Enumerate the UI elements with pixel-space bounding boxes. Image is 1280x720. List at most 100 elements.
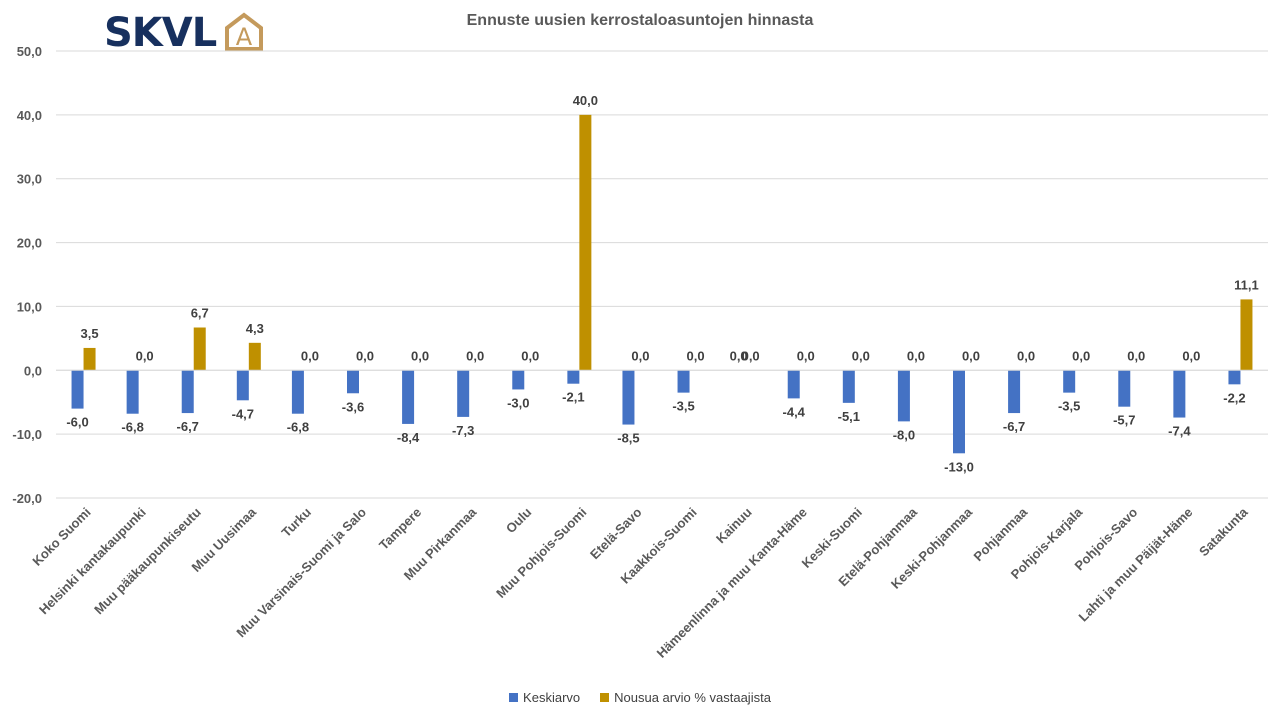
data-label: 0,0 xyxy=(631,348,649,363)
bar-chart: 50,0 40,0 30,0 20,0 10,0 0,0 -10,0 -20,0 -6,0 3,5… xyxy=(12,44,1268,661)
data-label: 0,0 xyxy=(730,348,748,363)
x-tick-label: Tampere xyxy=(376,505,424,553)
y-tick-label: 50,0 xyxy=(17,44,42,59)
bar-keskiarvo xyxy=(457,370,470,417)
data-label: -5,1 xyxy=(838,409,860,424)
data-label: 0,0 xyxy=(1182,348,1200,363)
bar-keskiarvo xyxy=(677,370,690,393)
bar-nousua xyxy=(579,114,592,371)
data-label: 0,0 xyxy=(907,348,925,363)
logo-text: SKVL xyxy=(104,10,217,56)
data-label: -3,6 xyxy=(342,399,364,414)
x-tick-label: Lahti ja muu Päijät-Häme xyxy=(1076,505,1196,625)
data-label: 0,0 xyxy=(521,348,539,363)
bars xyxy=(71,114,1253,454)
data-label: -3,5 xyxy=(672,399,694,414)
x-tick-label: Turku xyxy=(279,504,315,540)
legend-swatch xyxy=(600,693,610,702)
data-label: 0,0 xyxy=(356,348,374,363)
data-label: 0,0 xyxy=(1072,348,1090,363)
data-label: 0,0 xyxy=(411,348,429,363)
data-label: -8,5 xyxy=(617,431,639,446)
y-tick-label: 10,0 xyxy=(17,299,42,314)
legend-label: Keskiarvo xyxy=(523,690,581,705)
data-label: 0,0 xyxy=(962,348,980,363)
x-tick-label: Muu pääkaupunkiseutu xyxy=(91,504,204,617)
skvl-logo: SKVL A xyxy=(104,10,264,56)
x-tick-label: Satakunta xyxy=(1196,504,1251,559)
legend: Keskiarvo Nousua arvio % vastaajista xyxy=(0,690,1280,705)
data-label: 0,0 xyxy=(1017,348,1035,363)
data-label: 0,0 xyxy=(1127,348,1145,363)
data-label: -6,8 xyxy=(287,420,309,435)
data-label: -2,1 xyxy=(562,390,584,405)
bar-keskiarvo xyxy=(71,370,84,409)
data-label: 4,3 xyxy=(246,321,264,336)
logo-mark-letter: A xyxy=(236,23,253,51)
data-label: 11,1 xyxy=(1234,277,1259,292)
data-label: 0,0 xyxy=(852,348,870,363)
data-label: -6,8 xyxy=(121,420,143,435)
legend-label: Nousua arvio % vastaajista xyxy=(614,690,771,705)
bar-keskiarvo xyxy=(1008,370,1021,414)
bar-keskiarvo xyxy=(897,370,910,422)
bar-keskiarvo xyxy=(622,370,635,425)
y-tick-labels: 50,0 40,0 30,0 20,0 10,0 0,0 -10,0 -20,0 xyxy=(12,44,42,506)
data-label: -8,0 xyxy=(893,427,915,442)
bar-keskiarvo xyxy=(181,370,194,414)
data-label: 0,0 xyxy=(301,348,319,363)
data-label: 0,0 xyxy=(797,348,815,363)
bar-keskiarvo xyxy=(347,370,359,394)
bar-nousua xyxy=(248,342,261,371)
data-label: -4,4 xyxy=(783,404,806,419)
data-label: -6,7 xyxy=(177,419,199,434)
data-label: -6,7 xyxy=(1003,419,1025,434)
data-label: -3,5 xyxy=(1058,399,1080,414)
x-tick-label: Helsinki kantakaupunki xyxy=(36,505,149,618)
legend-item: Keskiarvo xyxy=(509,690,580,705)
x-tick-label: Kainuu xyxy=(713,504,755,546)
data-label: -5,7 xyxy=(1113,413,1135,428)
x-tick-label: Muu Pohjois-Suomi xyxy=(493,505,589,601)
bar-keskiarvo xyxy=(787,370,800,399)
data-labels: -6,0 3,5 -6,8 0,0 -6,7 6,7 -4,7 4,3 -6,8 0,0 -3,6 0… xyxy=(66,93,1258,474)
legend-swatch xyxy=(509,693,519,702)
bar-keskiarvo xyxy=(402,370,415,424)
bar-keskiarvo xyxy=(953,370,965,454)
bar-keskiarvo xyxy=(1173,370,1186,418)
x-tick-label: Oulu xyxy=(503,504,535,536)
data-label: -6,0 xyxy=(66,415,88,430)
data-label: -4,7 xyxy=(232,406,254,421)
data-label: -3,0 xyxy=(507,395,529,410)
data-label: 6,7 xyxy=(191,306,209,321)
bar-keskiarvo xyxy=(842,370,855,403)
chart-title: Ennuste uusien kerrostaloasuntojen hinna… xyxy=(466,12,814,29)
data-label: 3,5 xyxy=(81,326,99,341)
y-tick-label: 30,0 xyxy=(17,172,42,187)
bar-nousua xyxy=(83,347,96,371)
bar-nousua xyxy=(1240,299,1253,371)
y-tick-label: -10,0 xyxy=(12,427,42,442)
y-tick-label: 40,0 xyxy=(17,108,42,123)
data-label: -8,4 xyxy=(397,430,420,445)
bar-keskiarvo xyxy=(1063,370,1076,393)
data-label: -7,4 xyxy=(1168,424,1191,439)
bar-keskiarvo xyxy=(512,370,525,390)
y-tick-label: 0,0 xyxy=(24,363,42,378)
legend-item: Nousua arvio % vastaajista xyxy=(600,690,771,705)
bar-nousua xyxy=(193,327,206,371)
y-tick-label: -20,0 xyxy=(12,491,42,506)
bar-keskiarvo xyxy=(1118,370,1131,407)
bar-keskiarvo xyxy=(1228,370,1241,385)
bar-keskiarvo xyxy=(291,370,304,414)
y-tick-label: 20,0 xyxy=(17,236,42,251)
x-tick-label: Etelä-Savo xyxy=(587,504,645,562)
data-label: -2,2 xyxy=(1223,390,1245,405)
data-label: -13,0 xyxy=(944,459,974,474)
data-label: 0,0 xyxy=(742,348,760,363)
bar-keskiarvo xyxy=(126,370,139,414)
logo-house-mark: A xyxy=(225,12,263,51)
x-tick-label: Pohjanmaa xyxy=(971,504,1031,564)
data-label: 0,0 xyxy=(466,348,484,363)
